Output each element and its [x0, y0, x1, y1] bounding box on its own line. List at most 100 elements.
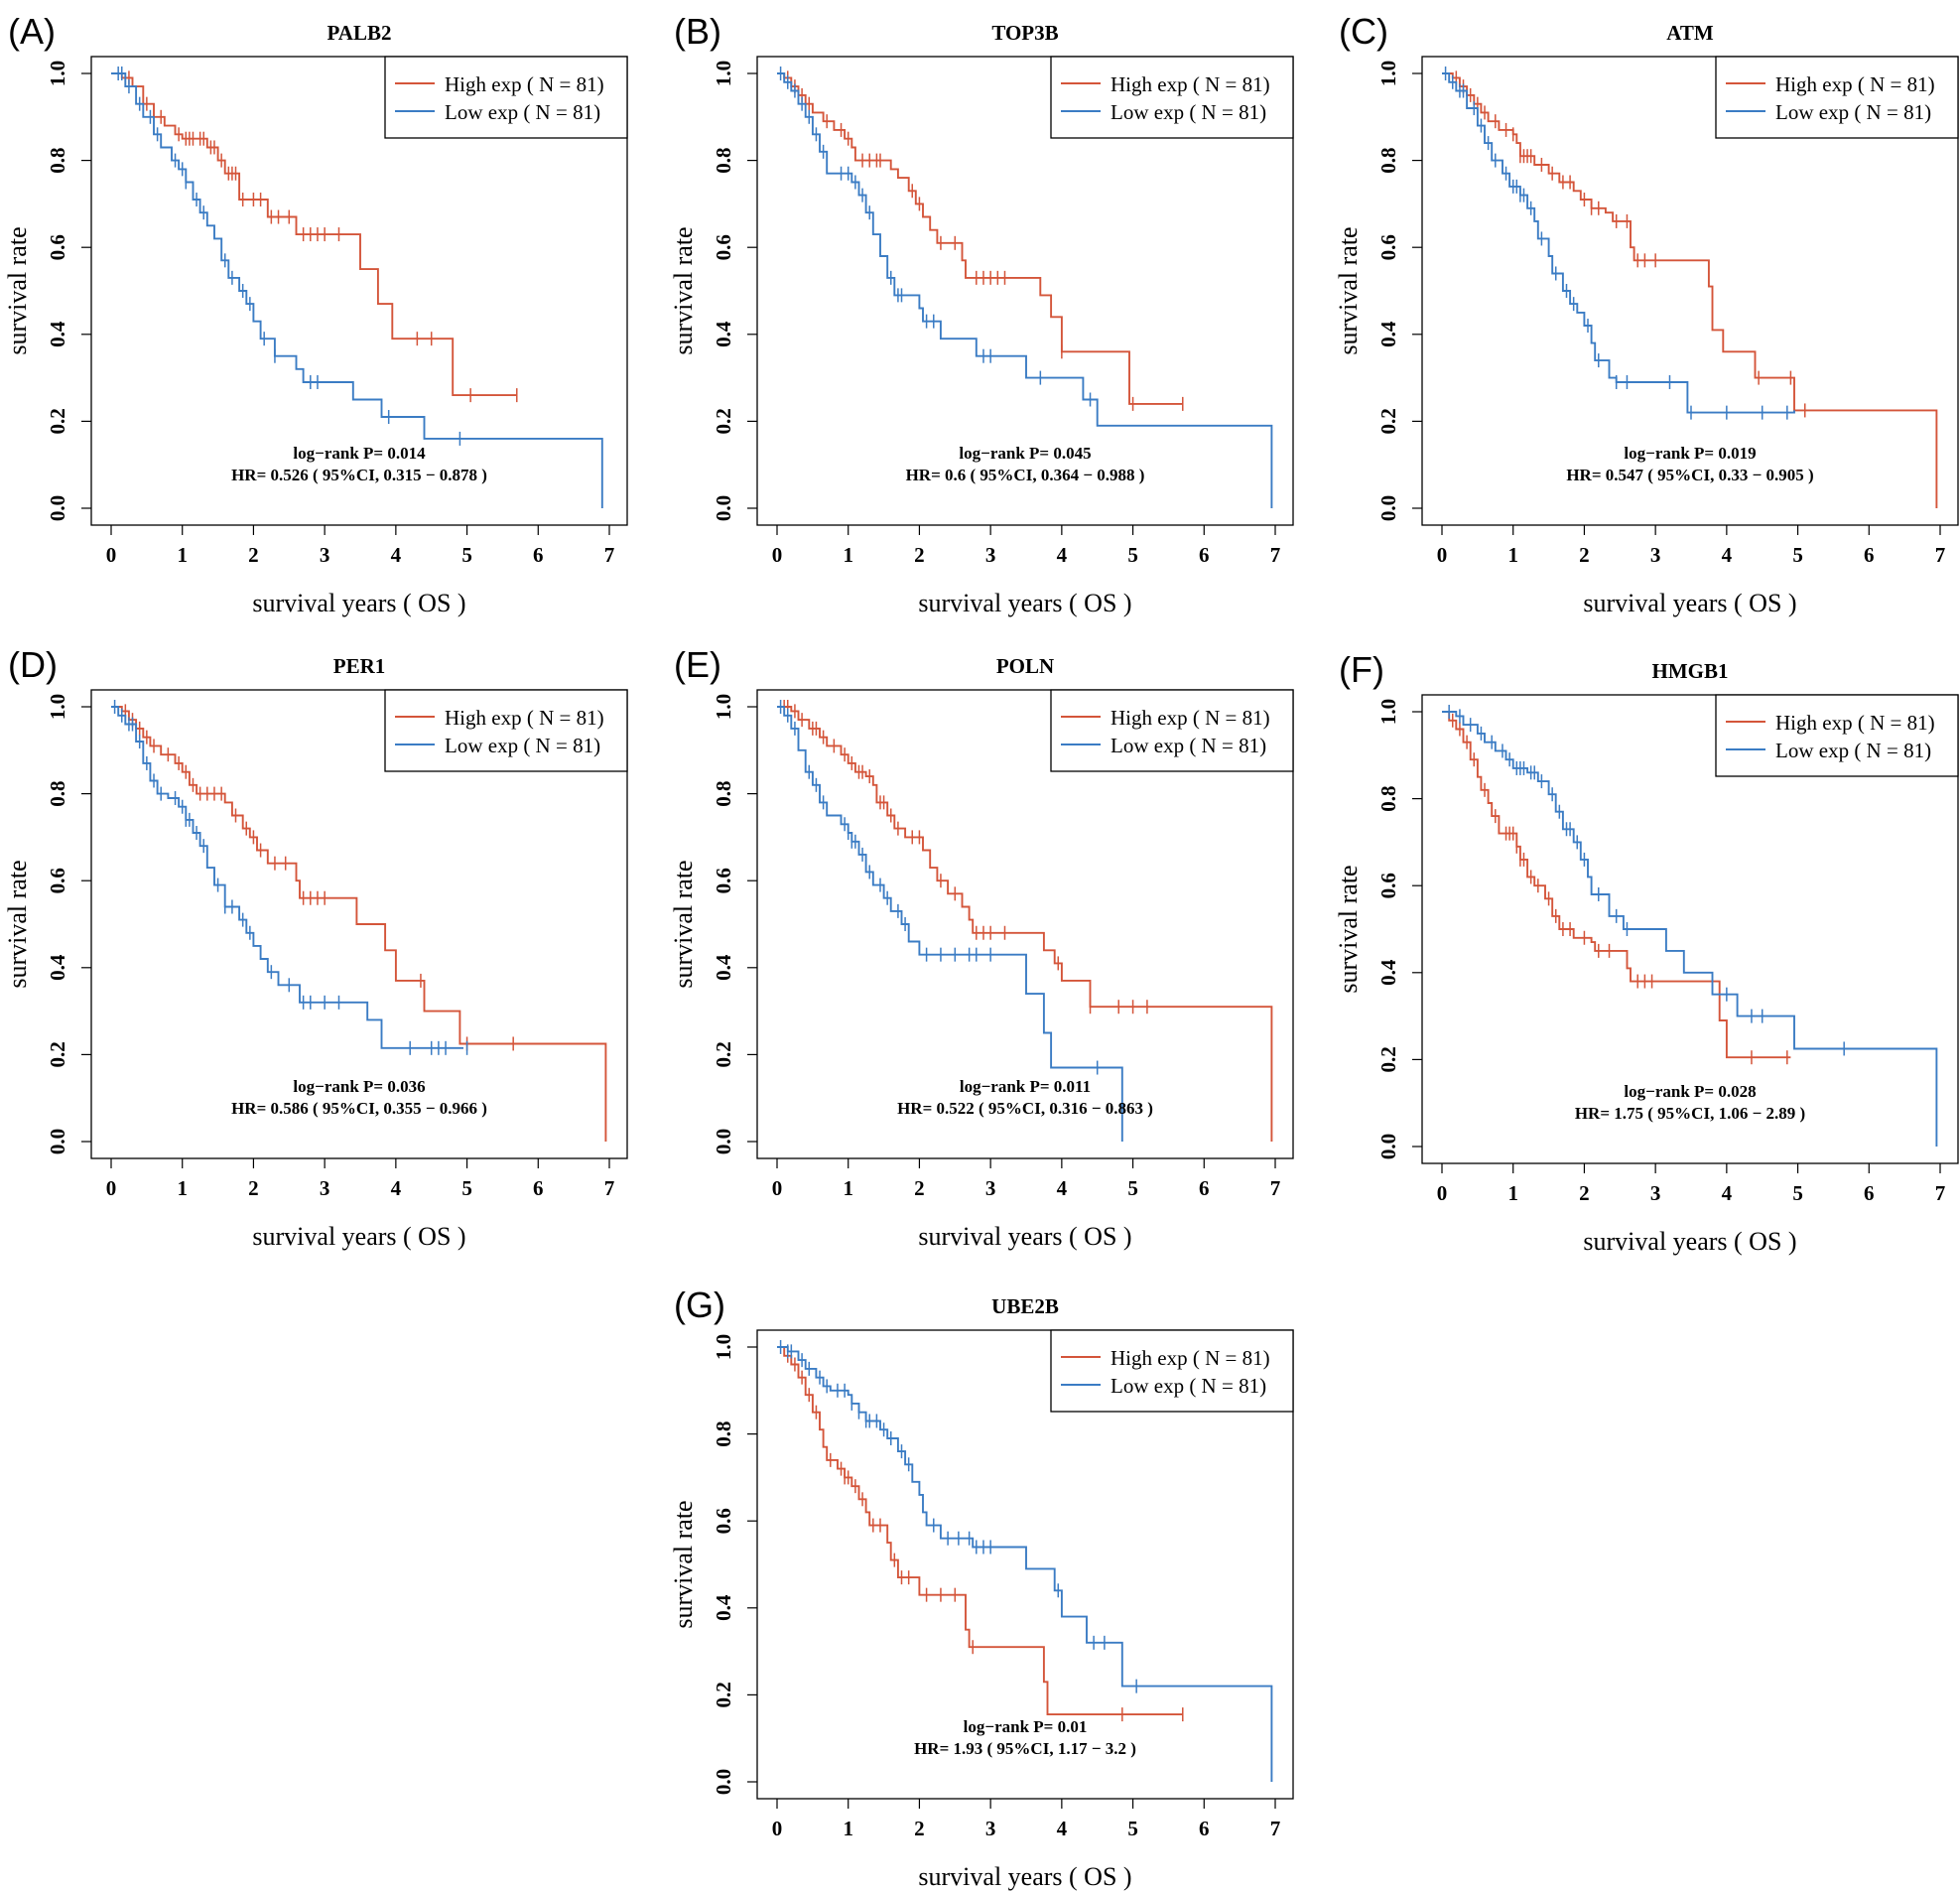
x-tick-label: 4	[1722, 1181, 1733, 1205]
x-tick-label: 4	[1722, 543, 1733, 567]
km-panel-palb2: (A) PALB2 0 1 2 3 4 5 6 7 0.0 0.2 0.4 0.6 0.8 1.0 surviv…	[3, 11, 628, 617]
x-tick-label: 4	[391, 1176, 402, 1200]
x-tick-label: 7	[1270, 1817, 1281, 1840]
x-tick-label: 0	[106, 1176, 117, 1200]
panel-label: (B)	[674, 11, 721, 52]
panel-title: TOP3B	[991, 21, 1058, 45]
x-tick-label: 0	[772, 1176, 783, 1200]
panel-title: PER1	[333, 654, 386, 678]
x-tick-label: 2	[1579, 1181, 1590, 1205]
y-tick-label: 0.4	[1376, 959, 1400, 986]
survival-curve	[777, 706, 1273, 1142]
logrank-p-value: log−rank P= 0.011	[960, 1077, 1091, 1096]
survival-curve	[777, 72, 1273, 508]
x-tick-label: 3	[320, 1176, 330, 1200]
y-tick-label: 0.6	[46, 868, 69, 893]
x-axis: 0 1 2 3 4 5 6 7	[772, 1799, 1281, 1840]
x-axis-title: survival years ( OS )	[1583, 1227, 1796, 1256]
y-tick-label: 0.2	[712, 1682, 735, 1707]
y-tick-label: 0.6	[712, 1508, 735, 1534]
x-tick-label: 0	[1437, 543, 1448, 567]
x-tick-label: 6	[1199, 1817, 1210, 1840]
x-tick-label: 2	[1579, 543, 1590, 567]
hazard-ratio: HR= 1.93 ( 95%CI, 1.17 − 3.2 )	[914, 1739, 1136, 1758]
panel-title: POLN	[996, 654, 1054, 678]
x-tick-label: 2	[914, 1176, 925, 1200]
y-axis-title: survival rate	[669, 226, 698, 354]
series-high-exp	[111, 70, 518, 403]
y-tick-label: 0.4	[712, 1594, 735, 1621]
x-tick-label: 0	[106, 543, 117, 567]
x-tick-label: 1	[1507, 543, 1518, 567]
x-tick-label: 2	[248, 1176, 259, 1200]
logrank-p-value: log−rank P= 0.045	[959, 444, 1091, 463]
y-axis: 0.0 0.2 0.4 0.6 0.8 1.0	[1376, 61, 1422, 521]
y-tick-label: 1.0	[46, 61, 69, 86]
y-axis: 0.0 0.2 0.4 0.6 0.8 1.0	[712, 694, 757, 1154]
x-tick-label: 3	[985, 1817, 996, 1840]
x-tick-label: 1	[843, 543, 853, 567]
y-tick-label: 0.0	[1376, 495, 1400, 521]
y-tick-label: 0.0	[1376, 1134, 1400, 1159]
legend: High exp ( N = 81) Low exp ( N = 81)	[1050, 1329, 1294, 1413]
panel-title: HMGB1	[1652, 659, 1729, 683]
x-tick-label: 6	[1199, 543, 1210, 567]
plot-frame	[756, 1329, 1294, 1800]
legend-box	[384, 689, 628, 772]
x-tick-label: 4	[1057, 543, 1068, 567]
km-panel-hmgb1: (F) HMGB1 0 1 2 3 4 5 6 7 0.0 0.2 0.4 0.6 0.8 1.0 surviv…	[1334, 649, 1959, 1256]
legend-label-low: Low exp ( N = 81)	[1111, 1374, 1266, 1398]
panel-label: (E)	[674, 644, 721, 685]
survival-curve	[777, 1346, 1183, 1716]
km-panel-poln: (E) POLN 0 1 2 3 4 5 6 7 0.0 0.2 0.4 0.6 0.8 1.0 surviva…	[669, 644, 1294, 1251]
legend-box	[1715, 694, 1959, 777]
x-axis: 0 1 2 3 4 5 6 7	[106, 1158, 614, 1200]
legend-label-high: High exp ( N = 81)	[1775, 72, 1935, 96]
x-tick-label: 5	[1792, 543, 1803, 567]
y-axis: 0.0 0.2 0.4 0.6 0.8 1.0	[712, 1334, 757, 1795]
series-high-exp	[777, 700, 1273, 1142]
x-tick-label: 5	[461, 543, 472, 567]
x-tick-label: 1	[843, 1817, 853, 1840]
legend: High exp ( N = 81) Low exp ( N = 81)	[1050, 689, 1294, 772]
x-axis-title: survival years ( OS )	[918, 1862, 1131, 1891]
x-tick-label: 0	[772, 543, 783, 567]
y-axis: 0.0 0.2 0.4 0.6 0.8 1.0	[712, 61, 757, 521]
y-tick-label: 0.2	[46, 408, 69, 434]
survival-curve	[1442, 711, 1791, 1059]
y-axis: 0.0 0.2 0.4 0.6 0.8 1.0	[46, 694, 91, 1154]
panel-label: (F)	[1339, 649, 1384, 690]
survival-curve	[111, 72, 603, 508]
y-tick-label: 1.0	[1376, 699, 1400, 725]
legend-label-high: High exp ( N = 81)	[1111, 72, 1270, 96]
plot-frame	[1421, 56, 1959, 526]
x-axis: 0 1 2 3 4 5 6 7	[772, 1158, 1280, 1200]
survival-curve	[1442, 72, 1795, 414]
survival-curve	[1442, 711, 1938, 1147]
legend-box	[1050, 689, 1294, 772]
x-tick-label: 3	[1650, 543, 1661, 567]
panel-title: UBE2B	[991, 1294, 1059, 1318]
x-tick-label: 5	[1792, 1181, 1803, 1205]
logrank-p-value: log−rank P= 0.028	[1624, 1082, 1756, 1101]
x-tick-label: 3	[320, 543, 330, 567]
plot-frame	[756, 689, 1294, 1159]
x-tick-label: 6	[1864, 1181, 1875, 1205]
x-tick-label: 1	[177, 543, 188, 567]
legend-box	[384, 56, 628, 139]
legend: High exp ( N = 81) Low exp ( N = 81)	[1715, 694, 1959, 777]
y-axis-title: survival rate	[1334, 226, 1363, 354]
legend: High exp ( N = 81) Low exp ( N = 81)	[384, 689, 628, 772]
series-high-exp	[1442, 70, 1938, 508]
y-tick-label: 0.0	[46, 1129, 69, 1154]
x-tick-label: 4	[1057, 1176, 1068, 1200]
y-tick-label: 0.4	[46, 321, 69, 347]
x-tick-label: 3	[985, 1176, 996, 1200]
y-axis-title: survival rate	[3, 226, 32, 354]
x-tick-label: 5	[1127, 543, 1138, 567]
series-low-exp	[111, 67, 603, 508]
y-tick-label: 0.6	[1376, 234, 1400, 260]
y-tick-label: 0.0	[712, 1769, 735, 1795]
y-tick-label: 1.0	[712, 1334, 735, 1360]
